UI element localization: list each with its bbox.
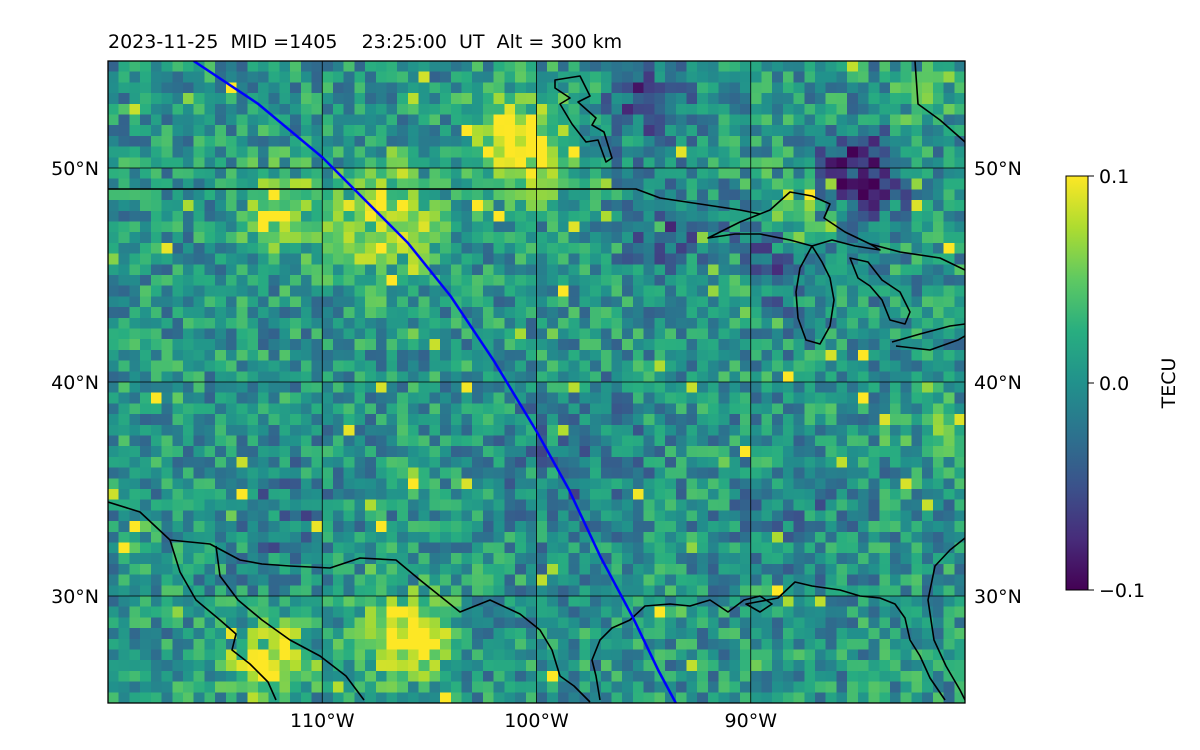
colorbar-ticks: 0.1 0.0 −0.1: [1088, 166, 1145, 602]
satellite-track-line: [193, 61, 677, 703]
colorbar-tick-label: 0.0: [1099, 373, 1129, 395]
x-tick-label: 90°W: [725, 710, 778, 732]
coast-baja: [169, 539, 365, 701]
y-tick-label-right: 50°N: [974, 158, 1022, 180]
coast-hudson-bay: [554, 75, 613, 163]
colorbar-tick-label: −0.1: [1099, 580, 1145, 602]
coastline-borders: [108, 61, 965, 703]
y-tick-label-left: 40°N: [51, 372, 99, 394]
lake-huron: [849, 257, 911, 325]
lake-erie-ontario: [891, 323, 965, 351]
colorbar-label: TECU: [1158, 358, 1180, 410]
y-tick-label-right: 40°N: [974, 372, 1022, 394]
lake-michigan: [795, 245, 835, 345]
satellite-track: [193, 61, 677, 703]
x-axis-ticks: 110°W 100°W 90°W: [290, 710, 777, 732]
y-tick-label-left: 30°N: [51, 586, 99, 608]
coast-northeast: [914, 61, 965, 143]
coast-gulf: [591, 581, 946, 701]
y-tick-label-right: 30°N: [974, 586, 1022, 608]
y-tick-label-left: 50°N: [51, 158, 99, 180]
colorbar-gradient: [1065, 175, 1089, 591]
colorbar: 0.1 0.0 −0.1 TECU: [1065, 166, 1180, 602]
map-frame: [107, 60, 966, 704]
colorbar-tick-label: 0.1: [1099, 166, 1129, 188]
border-49th-parallel: [108, 188, 761, 215]
chart-title: 2023-11-25 MID =1405 23:25:00 UT Alt = 3…: [108, 31, 622, 53]
border-us-mexico: [108, 501, 591, 703]
x-tick-label: 110°W: [290, 710, 355, 732]
coast-florida: [927, 537, 965, 701]
y-axis-ticks: 30°N 30°N 40°N 40°N 50°N 50°N: [51, 158, 1022, 608]
map-gridlines: [108, 61, 965, 703]
border-great-lakes: [869, 243, 965, 271]
x-tick-label: 100°W: [504, 710, 569, 732]
